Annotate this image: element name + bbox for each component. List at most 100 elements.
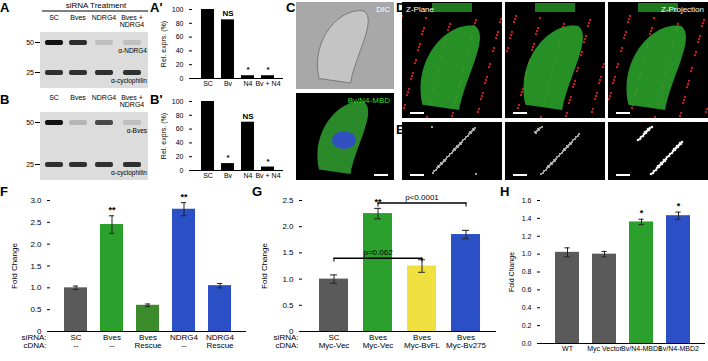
svg-text:α-cyclophilin: α-cyclophilin bbox=[111, 169, 147, 177]
svg-text:siRNA Treatment: siRNA Treatment bbox=[66, 1, 127, 10]
svg-text:Rel. exprs. (%): Rel. exprs. (%) bbox=[160, 21, 168, 67]
svg-text:0.8: 0.8 bbox=[522, 268, 532, 275]
html-text:G: G bbox=[252, 184, 263, 199]
svg-text:Bv/N4-MBD: Bv/N4-MBD bbox=[348, 96, 390, 105]
svg-text:Bv + N4: Bv + N4 bbox=[255, 172, 280, 179]
svg-text:Z-Projection: Z-Projection bbox=[661, 5, 704, 14]
html-text:C: C bbox=[286, 0, 296, 15]
svg-text:Bves: Bves bbox=[70, 14, 86, 21]
svg-text:20: 20 bbox=[176, 153, 184, 160]
svg-text:*: * bbox=[677, 201, 681, 211]
svg-text:Bves--: Bves-- bbox=[103, 333, 121, 350]
svg-text:1.6: 1.6 bbox=[522, 197, 532, 204]
svg-text:*: * bbox=[266, 157, 270, 166]
svg-text:NDRG4: NDRG4 bbox=[92, 14, 117, 21]
svg-text:BvesMyc-BvFL: BvesMyc-BvFL bbox=[404, 333, 441, 350]
svg-text:0.5: 0.5 bbox=[282, 301, 294, 310]
svg-text:0.4: 0.4 bbox=[522, 304, 532, 311]
svg-text:BvesRescue: BvesRescue bbox=[134, 333, 162, 350]
svg-text:NS: NS bbox=[222, 9, 234, 18]
html-text:B': B' bbox=[150, 92, 163, 107]
svg-text:SCMyc-Vec: SCMyc-Vec bbox=[319, 333, 350, 350]
svg-text:0.0: 0.0 bbox=[522, 340, 532, 347]
svg-text:1.0: 1.0 bbox=[522, 250, 532, 257]
svg-text:60: 60 bbox=[176, 125, 184, 132]
svg-text:NDRG4--: NDRG4-- bbox=[170, 333, 199, 350]
svg-text:100: 100 bbox=[172, 6, 184, 13]
svg-text:Bves +NDRG4: Bves +NDRG4 bbox=[120, 94, 145, 108]
svg-text:Bves +NDRG4: Bves +NDRG4 bbox=[120, 14, 145, 28]
svg-text:Bv: Bv bbox=[224, 172, 233, 179]
svg-text:Myc Vector: Myc Vector bbox=[587, 345, 622, 353]
svg-text:1.0: 1.0 bbox=[282, 275, 294, 284]
svg-text:SC: SC bbox=[49, 94, 59, 101]
svg-text:0: 0 bbox=[180, 167, 184, 174]
svg-text:1.5: 1.5 bbox=[282, 248, 294, 257]
svg-text:3.0: 3.0 bbox=[30, 196, 42, 205]
svg-text:Bv + N4: Bv + N4 bbox=[255, 80, 280, 87]
svg-text:SC: SC bbox=[49, 14, 59, 21]
svg-text:2.0: 2.0 bbox=[282, 222, 294, 231]
html-text:A': A' bbox=[150, 0, 163, 15]
svg-text:60: 60 bbox=[176, 33, 184, 40]
svg-text:0.5: 0.5 bbox=[30, 305, 42, 314]
svg-text:40: 40 bbox=[176, 47, 184, 54]
svg-text:SC--: SC-- bbox=[70, 333, 81, 350]
svg-text:**: ** bbox=[108, 205, 116, 215]
svg-text:N4: N4 bbox=[244, 80, 253, 87]
svg-text:1.4: 1.4 bbox=[522, 215, 532, 222]
svg-text:*: * bbox=[266, 65, 270, 74]
svg-text:Fold Change: Fold Change bbox=[260, 243, 269, 289]
svg-text:siRNA:cDNA:: siRNA:cDNA: bbox=[274, 333, 299, 350]
svg-text:NDRG4: NDRG4 bbox=[92, 94, 117, 101]
svg-text:N4: N4 bbox=[244, 172, 253, 179]
html-text:B: B bbox=[0, 92, 10, 107]
svg-text:*: * bbox=[226, 153, 230, 162]
svg-text:Bves: Bves bbox=[70, 94, 86, 101]
svg-text:SC: SC bbox=[203, 172, 213, 179]
svg-text:**: ** bbox=[374, 197, 382, 207]
svg-text:2.5: 2.5 bbox=[282, 196, 294, 205]
svg-text:p<0.0001: p<0.0001 bbox=[405, 193, 439, 202]
svg-text:50: 50 bbox=[26, 39, 34, 46]
svg-text:0: 0 bbox=[180, 75, 184, 82]
svg-text:NDRG4Rescue: NDRG4Rescue bbox=[206, 333, 235, 350]
svg-text:25: 25 bbox=[26, 69, 34, 76]
svg-text:1.2: 1.2 bbox=[522, 232, 532, 239]
svg-text:0.2: 0.2 bbox=[522, 322, 532, 329]
svg-text:**: ** bbox=[180, 192, 188, 202]
svg-text:0.6: 0.6 bbox=[522, 286, 532, 293]
svg-text:2.5: 2.5 bbox=[30, 218, 42, 227]
svg-text:DIC: DIC bbox=[376, 5, 390, 14]
svg-text:α-NDRG4: α-NDRG4 bbox=[118, 47, 147, 54]
svg-text:Z-Plane: Z-Plane bbox=[406, 5, 435, 14]
svg-text:Bv/N4-MBD1: Bv/N4-MBD1 bbox=[621, 345, 662, 352]
svg-text:Bv: Bv bbox=[224, 80, 233, 87]
svg-text:Rel. exprs. (%): Rel. exprs. (%) bbox=[160, 113, 168, 159]
svg-text:BvesMyc-Bv275: BvesMyc-Bv275 bbox=[446, 333, 487, 350]
svg-text:siRNA:cDNA:: siRNA:cDNA: bbox=[22, 333, 47, 350]
svg-text:25: 25 bbox=[26, 161, 34, 168]
svg-text:α-Bves: α-Bves bbox=[127, 127, 148, 134]
svg-text:Fold Change: Fold Change bbox=[10, 243, 19, 289]
svg-text:100: 100 bbox=[172, 98, 184, 105]
svg-text:*: * bbox=[246, 65, 250, 74]
svg-text:α-cyclophilin: α-cyclophilin bbox=[111, 77, 147, 85]
svg-text:80: 80 bbox=[176, 112, 184, 119]
svg-text:BvesMyc-Vec: BvesMyc-Vec bbox=[363, 333, 394, 350]
svg-text:1.5: 1.5 bbox=[30, 262, 42, 271]
svg-text:Fold Change: Fold Change bbox=[508, 252, 516, 292]
svg-text:WT: WT bbox=[562, 345, 574, 352]
svg-text:p=0.062: p=0.062 bbox=[363, 248, 393, 257]
svg-text:SC: SC bbox=[203, 80, 213, 87]
svg-text:*: * bbox=[640, 208, 644, 218]
svg-text:50: 50 bbox=[26, 119, 34, 126]
svg-text:80: 80 bbox=[176, 20, 184, 27]
html-text:A: A bbox=[0, 0, 10, 15]
svg-text:1.0: 1.0 bbox=[30, 283, 42, 292]
svg-text:Bv/N4-MBD2: Bv/N4-MBD2 bbox=[658, 345, 699, 352]
svg-text:2.0: 2.0 bbox=[30, 240, 42, 249]
svg-text:20: 20 bbox=[176, 61, 184, 68]
svg-text:40: 40 bbox=[176, 139, 184, 146]
svg-text:NS: NS bbox=[242, 112, 254, 121]
